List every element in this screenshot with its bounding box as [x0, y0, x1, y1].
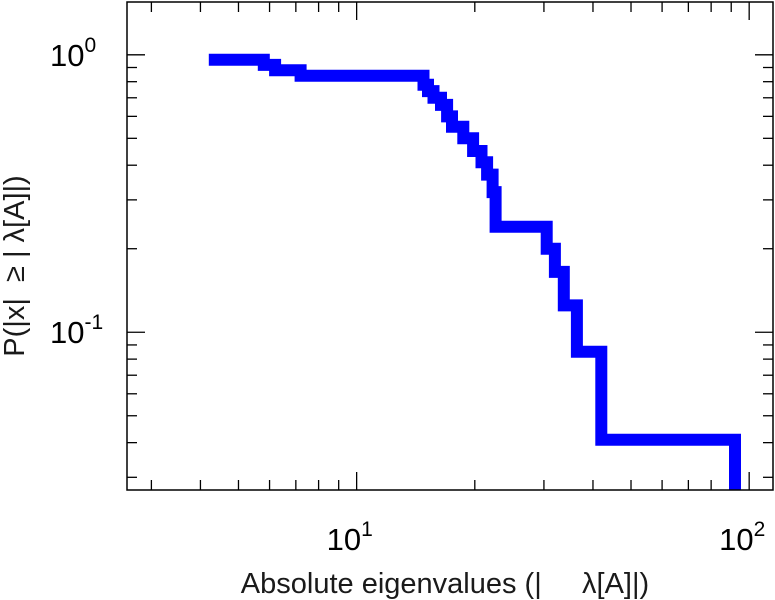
series-layer — [208, 53, 741, 490]
x-axis-title: Absolute eigenvalues (| λ[A]|) — [241, 568, 649, 600]
x-tick-label: 101 — [327, 518, 373, 557]
tick-label-exponent: -1 — [84, 311, 103, 334]
y-tick-label: 10-1 — [50, 311, 103, 350]
y-axis-title: P(|x| ≥ | λ[A]|) — [0, 175, 31, 356]
tick-label-base: 10 — [50, 315, 84, 350]
y-tick-label: 100 — [50, 34, 96, 73]
tick-label-base: 10 — [327, 522, 361, 557]
tick-label-exponent: 0 — [84, 34, 96, 57]
tick-label-base: 10 — [719, 522, 753, 557]
x-tick-label: 102 — [719, 518, 765, 557]
tick-label-base: 10 — [50, 38, 84, 73]
tick-label-exponent: 2 — [754, 518, 766, 541]
plot-frame — [126, 1, 774, 491]
series-line-0 — [208, 53, 741, 490]
tick-marks — [127, 2, 773, 490]
tick-label-exponent: 1 — [361, 518, 373, 541]
